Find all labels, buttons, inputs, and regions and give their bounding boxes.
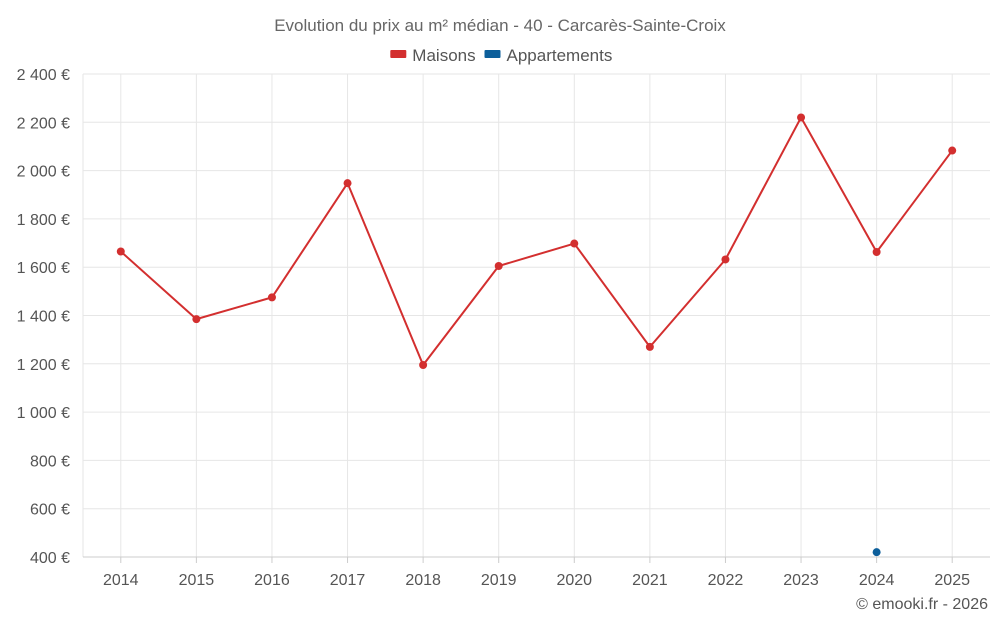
x-tick-label: 2020	[556, 572, 592, 589]
y-tick-label: 400 €	[30, 550, 70, 567]
legend-swatch-appartements	[484, 50, 501, 58]
y-tick-label: 2 200 €	[17, 115, 70, 132]
x-axis-ticks: 2014 2015 2016 2017 2018 2019 2020 2021 2022 2023…	[103, 557, 970, 589]
grid	[82, 73, 990, 558]
x-tick-label: 2024	[859, 572, 895, 589]
y-tick-label: 1 600 €	[17, 260, 70, 277]
data-point-maisons	[494, 261, 503, 270]
x-tick-label: 2017	[330, 572, 366, 589]
legend-swatch-maisons	[390, 50, 407, 58]
y-tick-label: 2 000 €	[17, 164, 70, 181]
series-line-maisons	[120, 116, 954, 367]
series-layer	[116, 113, 957, 557]
data-point-maisons	[645, 342, 654, 351]
legend-label-appartements: Appartements	[507, 46, 613, 65]
data-point-appartements	[872, 548, 881, 557]
x-tick-label: 2019	[481, 572, 517, 589]
data-point-maisons	[721, 255, 730, 264]
y-tick-label: 1 000 €	[17, 405, 70, 422]
data-point-maisons	[419, 361, 428, 370]
x-tick-label: 2022	[708, 572, 744, 589]
x-tick-label: 2018	[405, 572, 441, 589]
data-point-maisons	[570, 239, 579, 248]
x-tick-label: 2021	[632, 572, 668, 589]
data-point-maisons	[797, 113, 806, 122]
x-tick-label: 2014	[103, 572, 139, 589]
y-axis-ticks: 400 € 600 € 800 € 1 000 € 1 200 € 1 400 € 1 60…	[17, 67, 70, 567]
legend: Maisons Appartements	[390, 46, 612, 65]
data-point-maisons	[116, 247, 125, 256]
y-tick-label: 1 200 €	[17, 357, 70, 374]
y-tick-label: 1 800 €	[17, 212, 70, 229]
data-point-maisons	[343, 179, 352, 188]
x-tick-label: 2025	[934, 572, 970, 589]
data-point-maisons	[267, 293, 276, 302]
legend-label-maisons: Maisons	[412, 46, 475, 65]
y-tick-label: 800 €	[30, 453, 70, 470]
data-point-maisons	[872, 247, 881, 256]
credit-text: © emooki.fr - 2026	[856, 596, 988, 613]
data-point-maisons	[948, 146, 957, 155]
y-tick-label: 1 400 €	[17, 309, 70, 326]
x-tick-label: 2016	[254, 572, 290, 589]
y-tick-label: 2 400 €	[17, 67, 70, 84]
chart-title: Evolution du prix au m² médian - 40 - Ca…	[274, 16, 726, 35]
y-tick-label: 600 €	[30, 502, 70, 519]
x-tick-label: 2023	[783, 572, 819, 589]
x-tick-label: 2015	[179, 572, 215, 589]
data-point-maisons	[192, 315, 201, 324]
